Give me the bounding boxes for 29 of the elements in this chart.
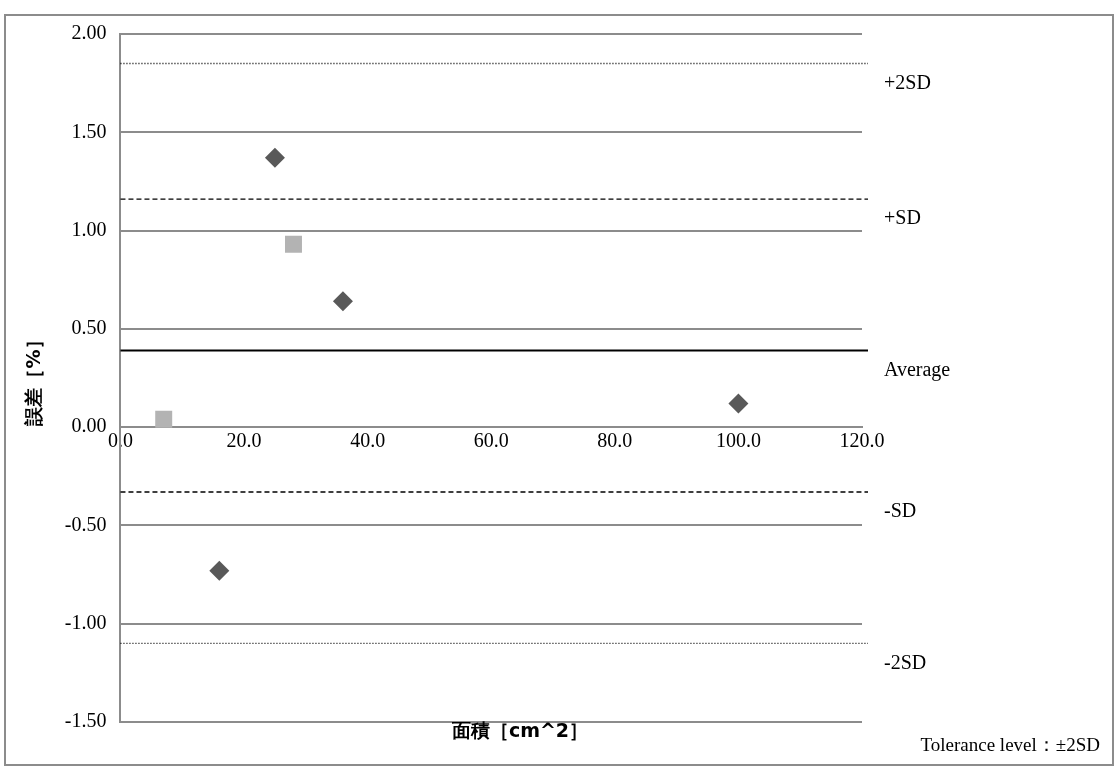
point <box>728 393 749 414</box>
point <box>285 235 302 253</box>
y-tick-label: -0.50 <box>64 512 107 535</box>
point <box>155 410 173 428</box>
x-tick-label: 20.0 <box>226 429 262 452</box>
x-tick-label: 100.0 <box>715 429 761 452</box>
x-axis-title: 面積［cm^2］ <box>450 718 590 743</box>
point <box>332 291 353 312</box>
y-tick-label: -1.50 <box>64 709 107 732</box>
y-tick-label: 1.50 <box>71 119 107 142</box>
y-tick-label: 2.00 <box>71 21 107 44</box>
ref-line-label: -SD <box>884 499 917 522</box>
x-tick-label: 60.0 <box>473 429 509 452</box>
y-axis-title: 誤差［%］ <box>22 330 45 427</box>
ref-line-label: Average <box>884 357 951 381</box>
point <box>209 560 230 581</box>
x-tick-label: 80.0 <box>597 429 633 452</box>
x-tick-label: 120.0 <box>839 429 885 452</box>
x-tick-label: 40.0 <box>350 429 386 452</box>
ref-line-label: +SD <box>884 206 921 229</box>
ref-line-label: -2SD <box>884 650 927 673</box>
y-tick-label: 1.00 <box>71 217 107 240</box>
x-tick-label: 0.0 <box>107 429 133 452</box>
point <box>264 147 285 168</box>
y-tick-label: 0.50 <box>71 316 107 339</box>
y-tick-label: 0.00 <box>71 414 107 437</box>
ref-line-label: +2SD <box>884 70 931 93</box>
y-tick-label: -1.00 <box>64 610 107 633</box>
text: Tolerance level：±2SD <box>920 733 1100 757</box>
